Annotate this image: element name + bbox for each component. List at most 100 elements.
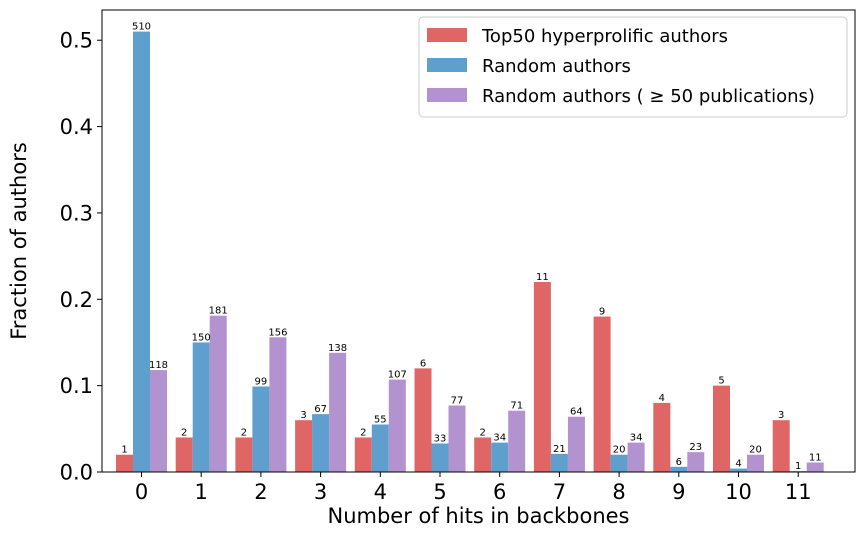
plot-frame	[101, 9, 856, 473]
bar-s1-1	[192, 342, 210, 472]
y-tick-label-0.0: 0.0	[60, 461, 93, 485]
bar-s1-2	[252, 386, 270, 472]
y-tick-label-0.5: 0.5	[60, 29, 93, 53]
x-tick-label-8: 8	[612, 480, 625, 504]
bar-label-s1-4: 55	[374, 415, 387, 426]
bar-label-s1-7: 21	[553, 444, 566, 455]
bar-label-s2-1: 181	[209, 306, 228, 317]
legend-swatch-2	[427, 88, 467, 102]
bar-label-s2-8: 34	[630, 433, 643, 444]
x-axis-ticks: 0 1 2 3 4 5 6 7 8 9 10 11	[135, 472, 812, 504]
bar-label-s2-0: 118	[149, 360, 168, 371]
bar-s0-0	[116, 454, 133, 472]
bar-label-s1-11: 1	[795, 461, 801, 472]
bar-s1-7	[550, 453, 568, 472]
legend-label-1: Random authors	[482, 56, 631, 77]
bar-s0-11	[772, 420, 790, 472]
bar-s2-2	[269, 337, 287, 472]
bar-s0-2	[235, 437, 253, 472]
bar-s2-6	[508, 410, 526, 472]
bar-label-s1-1: 150	[192, 332, 211, 343]
bar-s0-1	[175, 437, 193, 472]
x-axis-label: Number of hits in backbones	[327, 504, 629, 528]
bar-s0-4	[354, 437, 372, 472]
bar-s2-0	[150, 370, 167, 472]
bar-label-s0-7: 11	[536, 272, 549, 283]
bar-s2-7	[567, 416, 585, 472]
bar-s2-3	[329, 352, 347, 472]
bar-s0-3	[295, 420, 313, 472]
bar-s1-8	[610, 454, 628, 472]
bar-s2-10	[747, 454, 764, 472]
bar-label-s2-9: 23	[689, 442, 702, 453]
x-tick-label-9: 9	[672, 480, 685, 504]
bar-label-s1-5: 33	[434, 434, 447, 445]
y-axis-ticks: 0.0 0.1 0.2 0.3 0.4 0.5	[60, 29, 102, 485]
bar-label-s2-6: 71	[510, 401, 523, 412]
bar-s0-7	[533, 282, 551, 472]
y-tick-label-0.2: 0.2	[60, 288, 93, 312]
legend-swatch-1	[427, 58, 467, 72]
bar-label-s1-6: 34	[493, 433, 506, 444]
legend-label-2: Random authors ( ≥ 50 publications)	[482, 86, 815, 107]
bar-s2-1	[209, 315, 227, 472]
bar-s2-11	[806, 462, 824, 472]
x-tick-label-4: 4	[374, 480, 387, 504]
x-tick-label-6: 6	[493, 480, 506, 504]
bar-label-s1-3: 67	[314, 404, 327, 415]
y-tick-label-0.3: 0.3	[60, 201, 93, 225]
bar-s0-8	[593, 316, 611, 472]
x-tick-label-7: 7	[553, 480, 566, 504]
bar-label-s0-10: 5	[718, 376, 724, 387]
bar-s2-9	[687, 452, 705, 472]
bar-s1-3	[312, 414, 330, 472]
y-tick-label-0.1: 0.1	[60, 374, 93, 398]
bar-label-s2-4: 107	[388, 370, 407, 381]
bar-label-s1-9: 6	[676, 457, 682, 468]
bar-label-s2-11: 11	[809, 453, 822, 464]
bar-label-s2-5: 77	[451, 396, 464, 407]
bar-s0-10	[713, 385, 730, 472]
bar-label-s0-0: 1	[121, 445, 127, 456]
y-axis-label: Fraction of authors	[7, 142, 31, 340]
x-tick-label-5: 5	[433, 480, 446, 504]
bar-label-s2-2: 156	[268, 327, 287, 338]
bar-label-s2-3: 138	[328, 343, 347, 354]
x-tick-label-2: 2	[254, 480, 267, 504]
legend-label-0: Top50 hyperprolific authors	[481, 26, 728, 47]
bar-s1-10	[730, 468, 747, 472]
y-tick-label-0.4: 0.4	[60, 115, 93, 139]
bar-s2-5	[448, 405, 466, 472]
x-tick-label-1: 1	[195, 480, 208, 504]
x-tick-label-10: 10	[725, 480, 752, 504]
bar-label-s1-2: 99	[255, 377, 268, 388]
bar-label-s0-11: 3	[778, 410, 784, 421]
bar-s1-0	[133, 31, 150, 473]
bar-s2-8	[627, 442, 645, 472]
bar-label-s1-10: 4	[735, 459, 741, 470]
legend: Top50 hyperprolific authors Random author…	[418, 16, 848, 118]
x-tick-label-0: 0	[135, 480, 148, 504]
x-tick-label-11: 11	[785, 480, 812, 504]
bar-s0-9	[653, 402, 671, 472]
bar-label-s0-9: 4	[659, 393, 665, 404]
bar-s1-4	[371, 424, 389, 472]
bar-label-s0-6: 2	[480, 427, 486, 438]
bar-s1-5	[431, 443, 449, 472]
x-tick-label-3: 3	[314, 480, 327, 504]
bar-label-s0-8: 9	[599, 307, 605, 318]
bar-label-s0-3: 3	[300, 410, 306, 421]
bar-s0-5	[414, 368, 432, 472]
bar-s1-9	[670, 466, 688, 472]
bar-s1-6	[491, 442, 509, 472]
bar-s0-6	[474, 437, 492, 472]
bar-label-s1-8: 20	[613, 445, 626, 456]
bar-s2-4	[388, 379, 406, 472]
bar-label-s2-10: 20	[749, 445, 762, 456]
bar-label-s0-4: 2	[360, 427, 366, 438]
bar-label-s1-0: 510	[132, 22, 151, 33]
bars-layer	[116, 31, 824, 473]
bar-label-s0-5: 6	[420, 358, 426, 369]
